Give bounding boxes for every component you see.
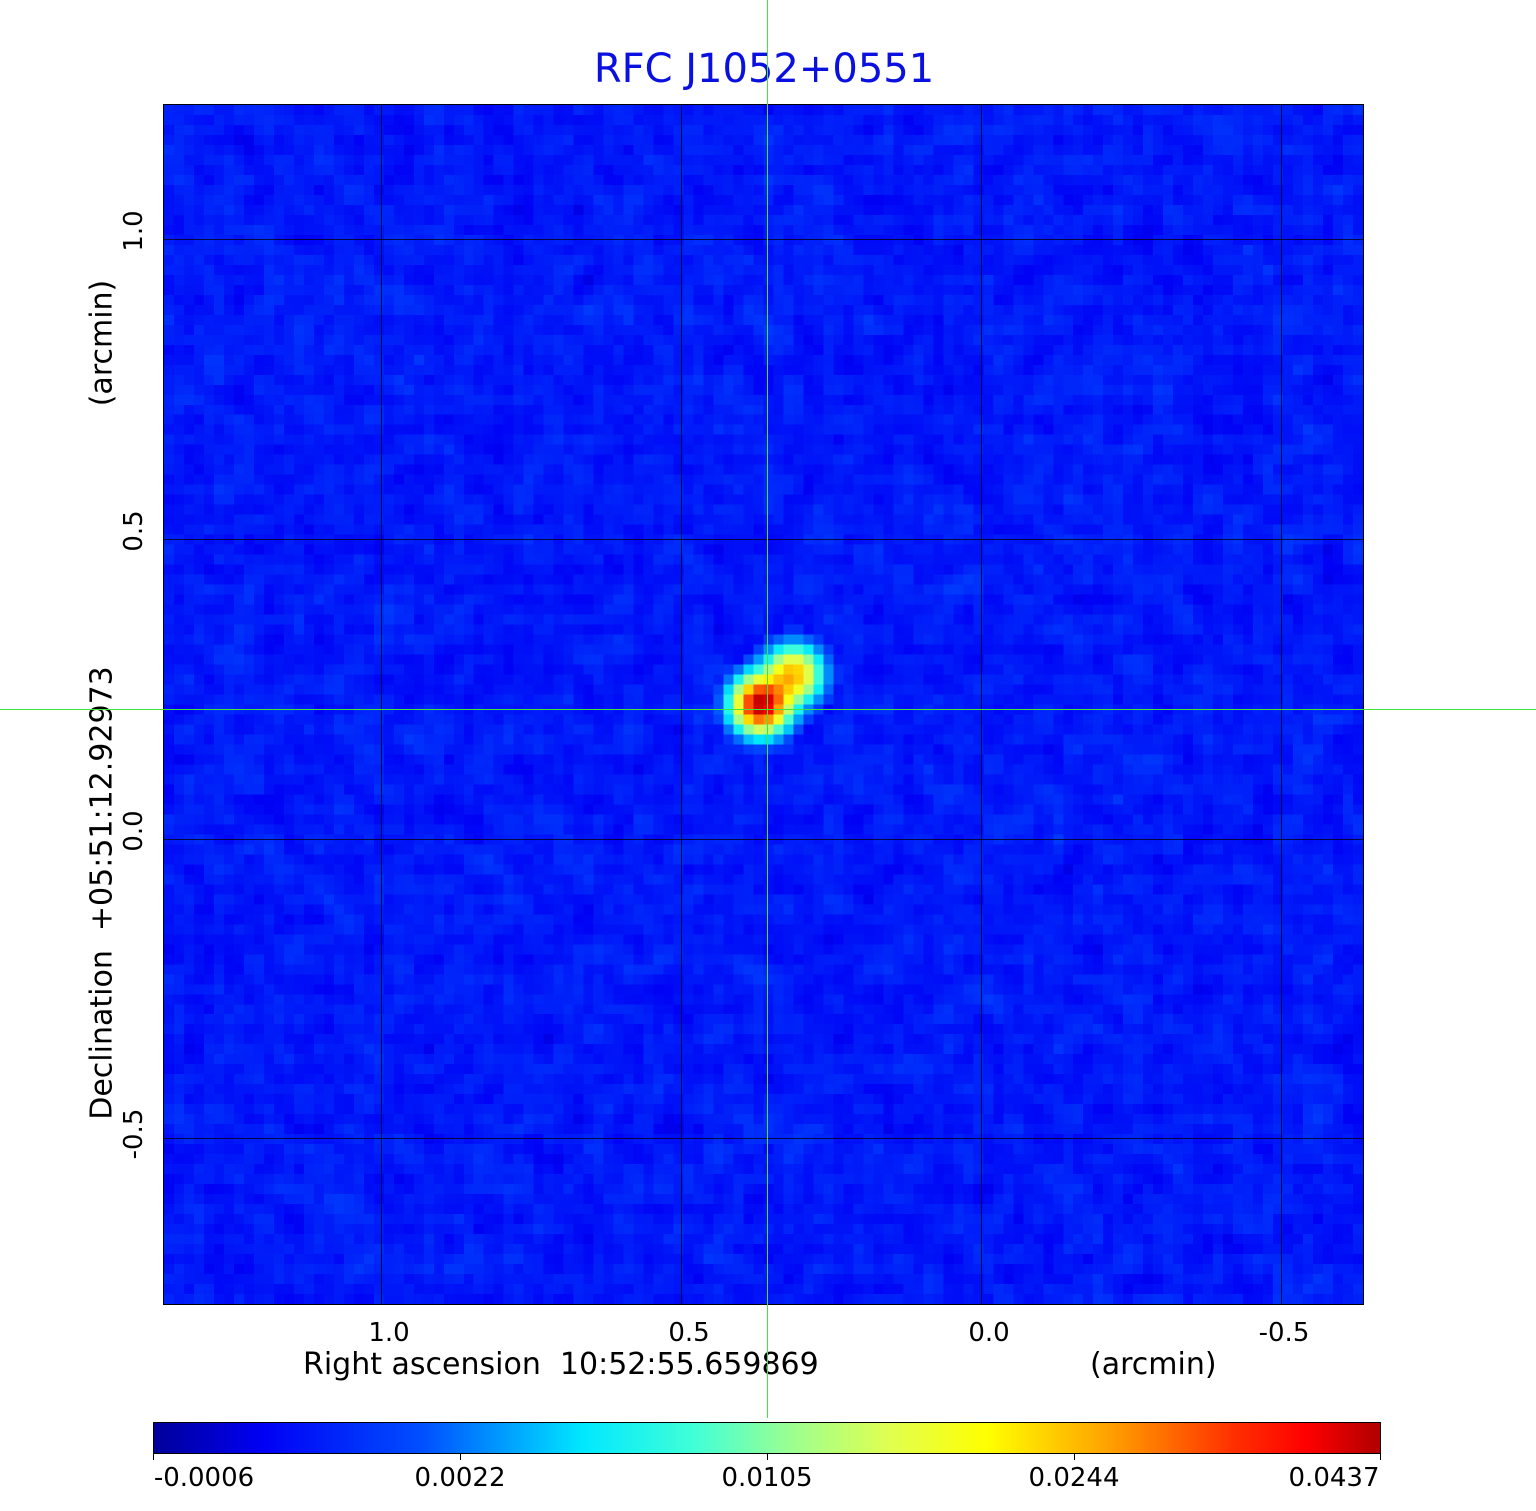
intensity-map	[164, 105, 1363, 1304]
y-tick-label: -0.5	[119, 1108, 149, 1160]
grid-line-y	[164, 539, 1363, 540]
colorbar-label: 0.0244	[1028, 1463, 1120, 1493]
grid-line-x	[381, 105, 382, 1304]
chart-title: RFC J1052+0551	[593, 46, 935, 92]
x-tick-label: 0.5	[668, 1318, 710, 1348]
x-axis-unit: (arcmin)	[1090, 1347, 1217, 1382]
y-axis-label: Declination +05:51:12.92973	[84, 666, 120, 1120]
colorbar-tick	[1074, 1454, 1075, 1460]
image-plot-area	[163, 104, 1364, 1305]
crosshair-horizontal	[0, 709, 1536, 710]
x-tick-label: -0.5	[1258, 1318, 1310, 1348]
colorbar-tick	[153, 1454, 154, 1460]
y-tick-label: 0.5	[119, 510, 149, 552]
grid-line-x	[681, 105, 682, 1304]
x-axis-label: Right ascension 10:52:55.659869	[303, 1347, 819, 1382]
x-tick-label: 1.0	[368, 1318, 410, 1348]
colorbar	[153, 1422, 1381, 1454]
colorbar-tick	[767, 1454, 768, 1460]
y-axis-unit: (arcmin)	[84, 279, 120, 407]
x-tick-label: 0.0	[968, 1318, 1010, 1348]
grid-line-x	[981, 105, 982, 1304]
grid-line-y	[164, 1138, 1363, 1139]
colorbar-tick	[1380, 1454, 1381, 1460]
grid-line-y	[164, 839, 1363, 840]
colorbar-label: 0.0105	[721, 1463, 813, 1493]
grid-line-x	[1281, 105, 1282, 1304]
grid-line-y	[164, 239, 1363, 240]
y-tick-label: 0.0	[119, 810, 149, 852]
colorbar-tick	[460, 1454, 461, 1460]
colorbar-label: -0.0006	[153, 1463, 255, 1493]
colorbar-label: 0.0437	[1288, 1463, 1380, 1493]
y-tick-label: 1.0	[119, 210, 149, 252]
colorbar-label: 0.0022	[414, 1463, 506, 1493]
